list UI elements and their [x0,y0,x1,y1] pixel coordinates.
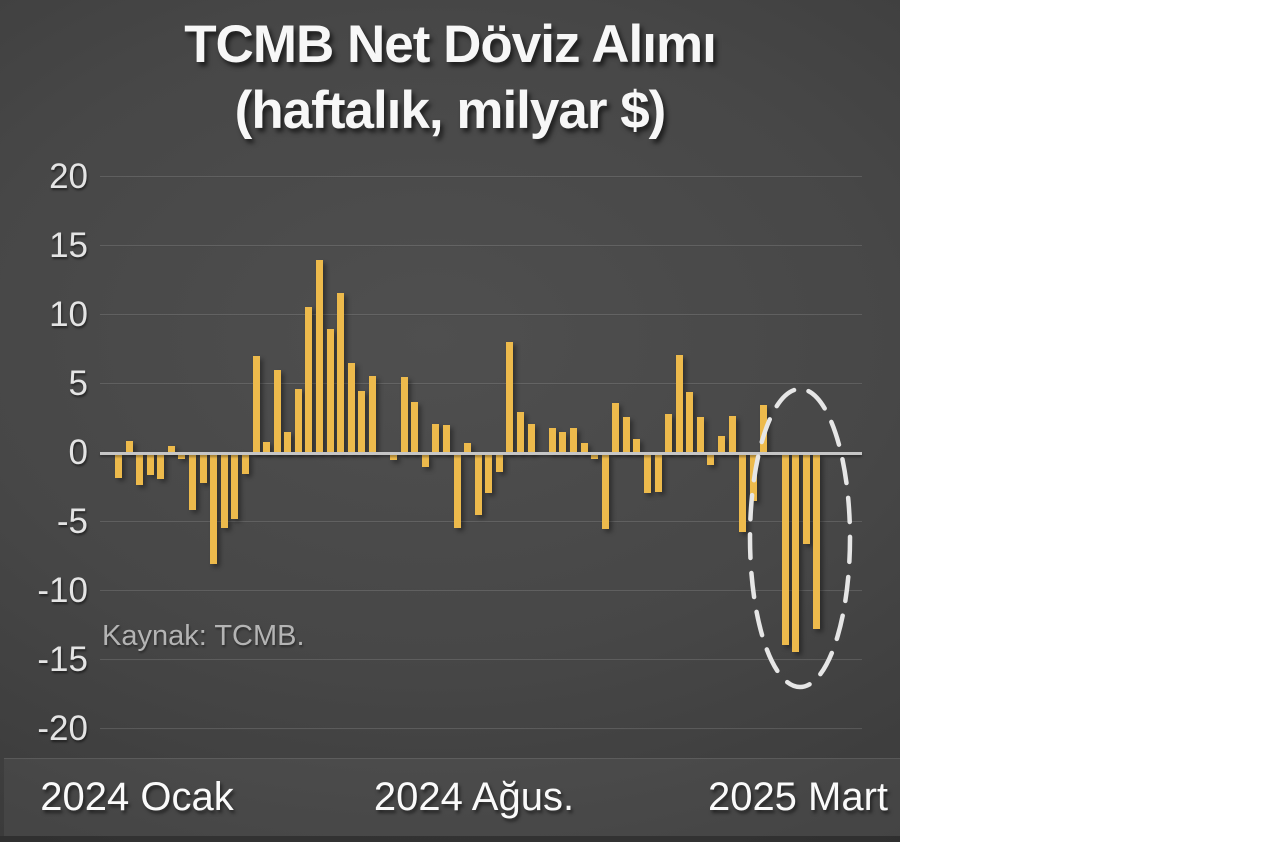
bar-week-56 [696,417,704,453]
x-axis-zero-line [100,451,862,455]
y-tick-label: -10 [37,571,88,611]
bar-week-29 [411,401,419,453]
bar-week-19 [305,306,313,453]
bar-week-22 [337,292,345,453]
bar-week-46 [591,453,599,459]
bar-week-59 [728,415,736,453]
gridline [100,659,862,662]
bar-week-51 [644,453,651,494]
x-tick-label: 2024 Ağus. [373,775,575,819]
bar-week-27 [390,453,398,460]
bar-week-35 [474,453,482,516]
chart-title: TCMB Net Döviz Alımı (haftalık, milyar $… [0,12,900,144]
bar-week-15 [263,441,271,453]
bar-week-24 [358,390,366,453]
bar-week-47 [601,453,609,529]
bar-week-40 [527,423,535,453]
chart-slide: TCMB Net Döviz Alımı (haftalık, milyar $… [0,0,900,842]
bar-week-65 [792,453,800,652]
bar-week-66 [802,453,810,545]
bar-week-11 [220,453,228,528]
plot-area: Kaynak: TCMB. 20 15 10 5 0 -5 -10 -15 -20 [37,156,862,749]
y-tick-label: 10 [49,294,88,334]
bar-week-10 [210,453,218,564]
x-axis-label-strip: 2024 Ocak 2024 Ağus. 2025 Mart [4,758,900,836]
bar-week-6 [167,446,175,453]
bar-week-38 [506,342,514,453]
y-tick-label: -5 [56,502,88,542]
bar-week-14 [252,356,260,453]
source-note: Kaynak: TCMB. [102,620,305,652]
y-tick-label: -20 [37,709,88,749]
bar-week-25 [368,375,376,453]
bar-week-30 [421,453,429,467]
bar-week-44 [569,428,577,453]
bar-week-33 [453,453,461,528]
bar-week-42 [548,428,556,453]
chart-title-line1: TCMB Net Döviz Alımı [184,15,717,74]
bar-week-57 [707,453,715,466]
bar-week-4 [146,453,154,476]
bar-week-43 [559,432,567,453]
bar-week-18 [294,389,302,453]
bar-week-55 [686,392,694,453]
bar-week-8 [189,453,197,510]
gridline [100,313,862,316]
bar-week-3 [136,453,144,485]
bar-week-49 [622,417,630,453]
bar-week-21 [326,328,334,453]
bar-week-50 [633,439,641,453]
bar-week-31 [432,423,440,453]
bar-week-23 [347,363,355,453]
bar-week-53 [665,414,673,453]
gridline [100,728,862,731]
bar-week-39 [517,411,525,453]
x-tick-label: 2024 Ocak [40,775,234,819]
bar-week-28 [400,376,408,453]
gridline [100,244,862,247]
y-tick-label: 20 [49,156,88,196]
y-tick-label: 15 [49,225,88,265]
highlight-ellipse [747,386,853,690]
bar-week-17 [284,432,292,453]
bar-week-32 [442,425,450,453]
y-tick-label: 0 [68,433,88,472]
bar-week-9 [199,453,207,484]
gridline [100,382,862,385]
gridline [100,521,862,524]
bar-week-7 [178,453,186,459]
bar-week-1 [115,453,122,478]
chart-title-line2: (haftalık, milyar $) [234,81,667,140]
bar-week-20 [316,259,324,453]
bar-week-64 [781,453,789,646]
bar-week-45 [580,443,588,453]
bar-week-5 [157,453,165,480]
bar-week-16 [273,370,281,453]
bar-week-13 [241,453,249,474]
x-tick-label: 2025 Mart [707,775,889,819]
gridline [100,175,862,178]
bar-week-52 [654,453,662,492]
bar-week-37 [495,453,503,473]
y-tick-label: 5 [68,363,88,403]
bar-week-58 [718,436,726,453]
slide-bottom-edge [0,836,900,842]
bar-week-34 [464,443,472,453]
y-tick-label: -15 [37,640,88,680]
bar-week-67 [813,453,821,629]
bar-week-60 [739,453,747,532]
right-white-margin [900,0,1280,842]
bar-week-54 [675,354,683,453]
bar-week-36 [485,453,493,494]
gridline [100,590,862,593]
bar-week-2 [125,440,133,453]
bar-week-48 [612,403,620,453]
bar-week-12 [231,453,239,520]
